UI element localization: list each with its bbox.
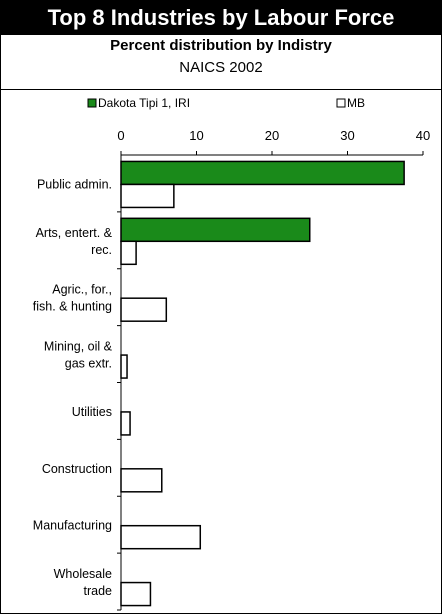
chart-subtitle-classification: NAICS 2002: [179, 59, 263, 76]
category-label: Agric., for.,: [52, 283, 112, 297]
category-label: Public admin.: [37, 177, 112, 191]
chart-title: Top 8 Industries by Labour Force: [1, 1, 441, 35]
category-label: gas extr.: [65, 357, 112, 371]
category-label: fish. & hunting: [33, 300, 112, 314]
x-tick-label: 40: [416, 128, 430, 143]
bar-mb-6: [120, 468, 163, 493]
bar-dakota-1: [120, 160, 405, 186]
legend-mb-swatch: [336, 98, 346, 108]
legend-dakota-label: Dakota Tipi 1, IRI: [98, 96, 190, 110]
bar-mb-7: [120, 524, 202, 550]
legend-dakota-swatch: [87, 98, 97, 108]
bar-mb-8: [120, 581, 152, 607]
x-tick-label: 20: [265, 128, 279, 143]
bar-mb-2: [120, 240, 137, 266]
bar-dakota-2: [120, 217, 311, 243]
header-separator: [1, 89, 441, 90]
category-label: Arts, entert. &: [36, 226, 113, 240]
x-tick-label: 10: [189, 128, 203, 143]
category-label: Construction: [42, 462, 112, 476]
category-label: rec.: [91, 243, 112, 257]
category-label: Mining, oil &: [44, 340, 113, 354]
bar-mb-4: [120, 354, 128, 379]
x-tick-label: 30: [340, 128, 354, 143]
category-label: Wholesale: [54, 567, 112, 581]
legend-mb-label: MB: [347, 96, 365, 110]
bar-mb-3: [120, 297, 168, 322]
category-label: trade: [84, 584, 113, 598]
bar-mb-1: [120, 183, 175, 209]
category-label: Utilities: [72, 405, 112, 419]
x-tick-label: 0: [117, 128, 124, 143]
category-label: Manufacturing: [33, 519, 112, 533]
bar-mb-5: [120, 411, 131, 436]
bar-chart: Dakota Tipi 1, IRI MB 0 10 20 30 40 Public admi…: [33, 96, 430, 611]
chart-subtitle: Percent distribution by Indistry: [110, 37, 332, 54]
